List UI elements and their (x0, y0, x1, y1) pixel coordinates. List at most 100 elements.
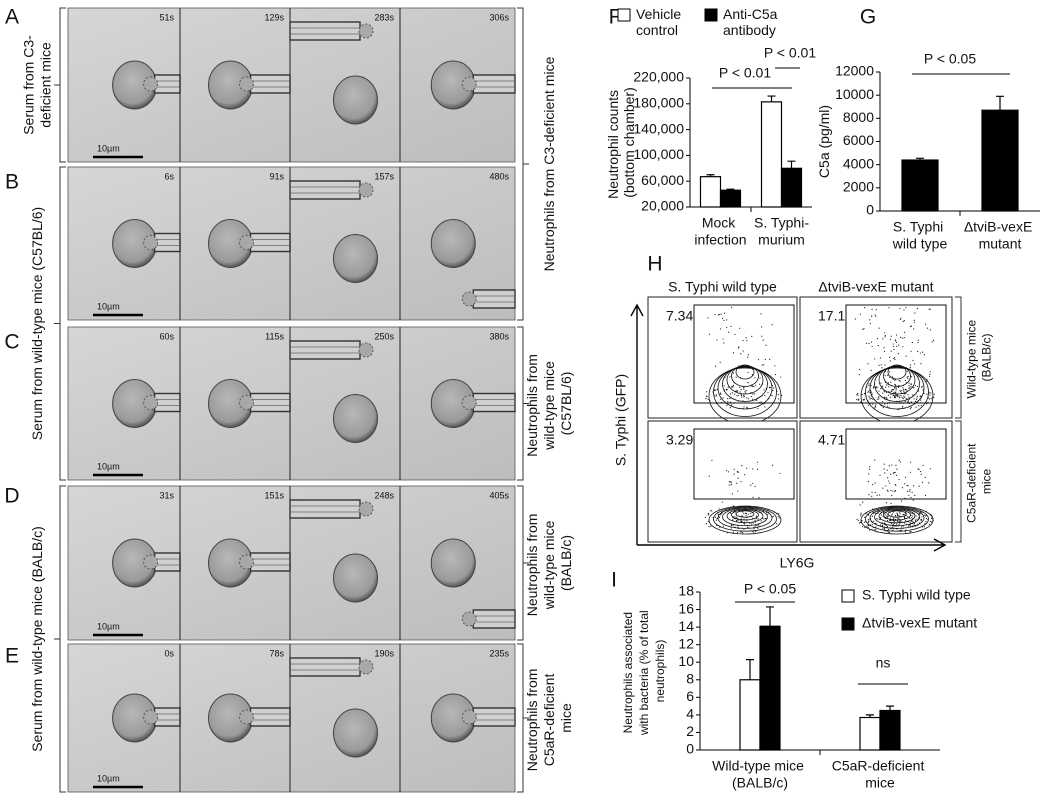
event-dot (892, 490, 894, 492)
contour (708, 505, 782, 535)
event-dot (897, 513, 899, 515)
bacteria (143, 395, 159, 410)
event-dot (924, 476, 926, 478)
event-dot (746, 397, 748, 399)
pipette (289, 340, 361, 360)
event-dot (732, 386, 734, 388)
event-dot (760, 313, 762, 315)
event-dot (921, 386, 923, 388)
event-dot (734, 333, 736, 336)
event-dot (929, 394, 931, 396)
event-dot (871, 524, 873, 526)
event-dot (706, 396, 708, 398)
event-dot (747, 354, 750, 356)
event-dot (900, 395, 902, 397)
event-dot (913, 319, 915, 322)
event-dot (856, 394, 858, 396)
bacteria (143, 709, 159, 725)
event-dot (878, 327, 880, 329)
event-dot (732, 384, 734, 387)
event-dot (889, 356, 891, 358)
event-dot (736, 389, 738, 392)
event-dot (889, 338, 892, 340)
event-dot (894, 383, 896, 386)
contour (865, 506, 929, 532)
bar (879, 709, 901, 751)
event-dot (743, 518, 745, 520)
event-dot (752, 398, 754, 400)
event-dot (753, 393, 755, 395)
contour (726, 508, 764, 524)
event-dot (914, 520, 917, 522)
event-dot (891, 390, 893, 392)
event-dot (882, 406, 885, 409)
event-dot (890, 350, 892, 352)
y-tick-label: 220,000 (633, 69, 684, 85)
event-dot (908, 524, 910, 526)
event-dot (871, 308, 873, 310)
event-dot (870, 384, 872, 387)
bacteria (239, 395, 254, 410)
event-dot (904, 520, 907, 522)
event-dot (891, 464, 893, 466)
event-dot (900, 526, 903, 528)
event-dot (742, 339, 744, 342)
event-dot (773, 387, 775, 389)
event-dot (718, 313, 720, 316)
event-dot (920, 471, 922, 473)
event-dot (902, 346, 904, 348)
event-dot (884, 336, 886, 338)
event-dot (886, 515, 888, 517)
bacteria (239, 709, 254, 725)
right-label: Neutrophils from C5aR-deficient mice (524, 665, 574, 772)
event-dot (887, 394, 890, 396)
event-dot (918, 390, 920, 392)
event-dot (733, 516, 735, 518)
event-dot (774, 373, 777, 376)
event-dot (879, 524, 882, 526)
panel-letter: H (647, 253, 662, 276)
event-dot (710, 510, 712, 512)
event-dot (743, 396, 745, 398)
bar (981, 109, 1019, 212)
event-dot (890, 522, 893, 524)
event-dot (772, 390, 774, 392)
event-dot (884, 472, 886, 474)
event-dot (876, 398, 878, 400)
event-dot (875, 315, 877, 317)
event-dot (884, 391, 886, 393)
bracket (517, 326, 529, 481)
column-label: ΔtviB-vexE mutant (818, 279, 933, 295)
event-dot (891, 494, 893, 497)
event-dot (872, 398, 874, 400)
event-dot (721, 501, 723, 503)
event-dot (761, 335, 763, 337)
event-dot (711, 459, 713, 461)
event-dot (736, 520, 738, 522)
event-dot (888, 532, 891, 534)
event-dot (780, 376, 782, 378)
y-tick-label: 10 (678, 653, 694, 669)
event-dot (909, 521, 911, 523)
event-dot (902, 397, 904, 400)
y-tick-label: 2 (686, 723, 694, 739)
event-dot (763, 389, 765, 391)
time-label: 283s (374, 12, 394, 22)
event-dot (904, 379, 906, 382)
event-dot (884, 514, 886, 516)
event-dot (756, 518, 758, 520)
event-dot (887, 528, 890, 531)
event-dot (928, 398, 930, 400)
event-dot (732, 531, 735, 533)
event-dot (892, 394, 895, 397)
bar (719, 189, 742, 208)
event-dot (728, 331, 730, 333)
event-dot (716, 388, 718, 390)
event-dot (917, 339, 919, 341)
event-dot (899, 461, 902, 463)
right-label: Neutrophils from C3-deficient mice (541, 56, 557, 271)
event-dot (884, 375, 886, 377)
event-dot (918, 469, 920, 471)
y-axis-label: S. Typhi (GFP) (613, 374, 629, 466)
